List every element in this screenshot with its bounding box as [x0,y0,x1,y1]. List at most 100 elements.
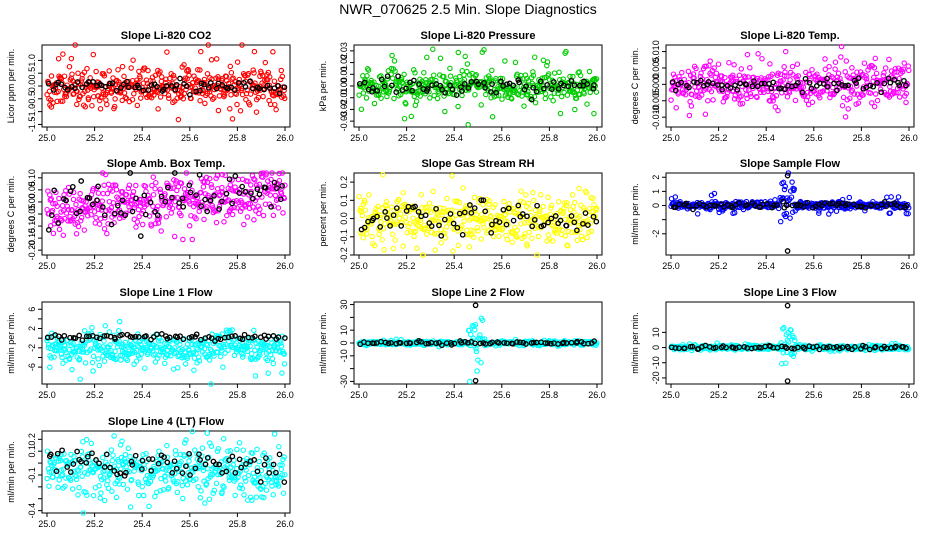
data-point [524,243,531,249]
data-point [588,228,595,235]
data-point [122,94,129,101]
data-point [829,200,836,207]
data-point [719,86,725,93]
data-point [530,189,536,196]
data-point [55,333,62,340]
x-tick-label: 25.0 [350,133,368,143]
data-point [48,73,55,79]
y-tick-label: -0.2 [339,247,349,263]
data-point [257,206,263,213]
data-point [171,345,178,351]
x-tick-label: 25.8 [229,261,247,271]
series-black [357,302,598,384]
data-point [504,81,510,88]
x-tick-label: 26.0 [276,261,294,271]
data-point [529,223,536,230]
series-colored [44,318,288,387]
data-point [872,344,879,350]
data-point [486,201,492,207]
data-point [472,322,479,328]
data-point [76,484,82,491]
data-point [528,96,535,103]
plot-frame [665,172,915,256]
data-point [118,210,124,216]
data-point [564,92,571,98]
data-point [46,483,52,489]
data-point [779,343,785,350]
data-point [143,87,149,93]
data-point [906,67,912,74]
data-point [137,95,144,101]
x-tick-label: 25.4 [445,390,463,400]
data-point [121,350,128,356]
data-point [881,80,888,87]
data-point [124,486,131,492]
data-point [816,346,823,353]
data-point [101,497,108,504]
data-point [384,76,391,82]
x-tick-label: 25.8 [541,261,559,271]
data-point [782,213,789,220]
data-point [145,87,152,93]
data-point [809,99,816,106]
data-point [747,65,753,71]
data-point [719,78,726,85]
data-point [899,69,906,75]
data-point [356,193,362,200]
data-point [155,203,161,209]
data-point [462,53,468,60]
data-point [73,476,80,483]
data-point [481,47,487,53]
data-point [140,451,146,458]
data-point [229,333,235,340]
data-point [262,59,269,66]
data-point [171,170,178,176]
data-point [102,215,108,221]
data-point [521,103,527,109]
data-point [190,469,196,475]
data-point [124,78,130,85]
data-point [842,69,848,75]
data-point [69,486,76,492]
data-point [691,79,697,85]
data-point [135,481,142,487]
data-point [482,208,489,215]
data-point [891,69,898,75]
data-point [550,97,556,104]
data-point [534,252,540,258]
data-point [765,74,772,80]
data-point [382,339,389,346]
panel-title: Slope Line 4 (LT) Flow [108,416,224,428]
data-point [157,69,163,75]
x-tick-label: 26.0 [900,261,918,271]
data-point [501,198,507,205]
y-axis-label: degrees C per min. [630,48,640,125]
data-point [183,86,189,93]
data-point [884,194,890,201]
data-point [58,81,65,88]
data-point [456,73,463,80]
data-point [75,492,81,498]
data-point [66,63,73,70]
data-point [47,197,54,203]
data-point [727,85,734,91]
data-point [379,236,385,243]
data-point [157,186,163,193]
data-point [794,61,801,67]
data-point [110,452,116,458]
data-point [204,71,211,77]
x-tick-label: 26.0 [588,390,606,400]
data-point [435,212,441,218]
data-point [97,216,104,222]
data-point [55,88,61,95]
y-tick-label: -2 [651,230,661,238]
data-point [170,185,176,191]
data-point [686,84,692,91]
data-point [226,176,233,183]
data-point [887,210,893,216]
data-point [428,223,435,229]
data-point [422,212,429,219]
